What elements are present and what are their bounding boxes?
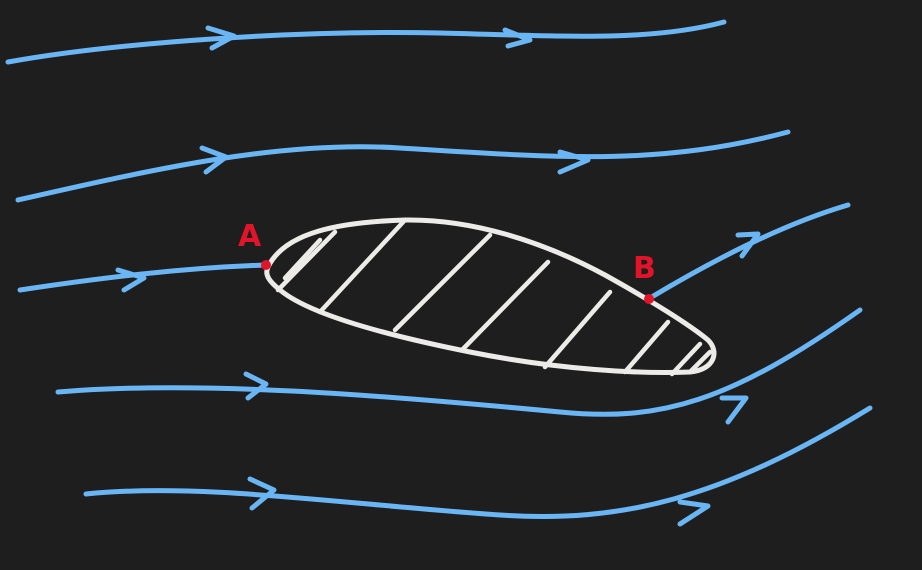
airfoil-hatching — [275, 217, 713, 377]
streamline-2-arrow-1 — [199, 145, 229, 175]
streamline-3-arrow-2 — [735, 231, 761, 259]
streamline-2 — [15, 129, 791, 203]
streamline-4-arrow-2 — [719, 395, 749, 425]
streamline-1 — [5, 19, 727, 65]
streamline-5 — [83, 405, 873, 527]
point-a: A — [238, 219, 271, 270]
streamline-3-downstream — [647, 202, 851, 301]
point-a-marker — [261, 260, 271, 270]
airfoil-outline — [264, 217, 717, 375]
streamline-3 — [17, 202, 851, 301]
point-a-label: A — [238, 219, 262, 254]
streamline-4 — [55, 307, 863, 425]
point-b-marker — [644, 294, 654, 304]
streamline-1-arrow-1 — [205, 25, 237, 51]
streamline-5-arrow-1 — [247, 476, 277, 511]
streamline-3-arrow-1 — [115, 267, 147, 293]
streamline-2-arrow-2 — [557, 149, 591, 175]
streamline-3-upstream — [17, 262, 269, 293]
streamline-5-arrow-2 — [677, 499, 711, 527]
streamline-1-arrow-2 — [502, 27, 533, 49]
airfoil — [264, 217, 717, 377]
streamline-4-arrow-1 — [243, 371, 269, 401]
point-b: B — [633, 251, 656, 304]
point-b-label: B — [633, 251, 656, 286]
